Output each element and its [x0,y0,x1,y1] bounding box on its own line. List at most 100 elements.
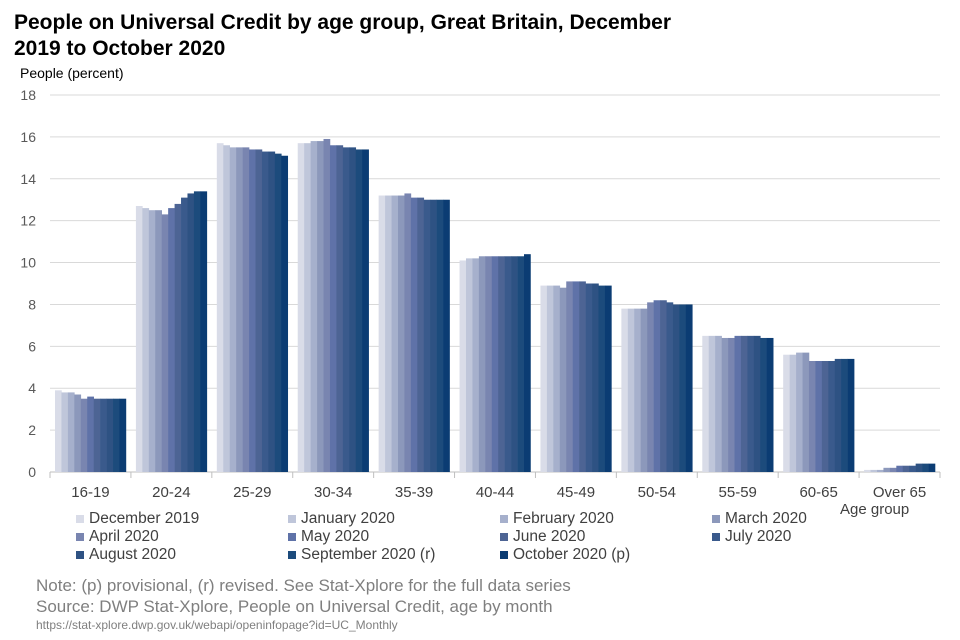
bar [634,308,642,472]
x-tick-label: 25-29 [233,484,271,501]
note-text: Note: (p) provisional, (r) revised. See … [36,576,571,595]
legend-swatch [712,533,720,541]
bar [397,195,405,473]
bar [67,392,75,472]
bar [815,360,823,472]
bar [847,358,855,472]
bar [753,335,761,472]
bar [922,463,929,472]
bar [504,256,512,472]
x-axis-label: Age group [840,501,910,518]
bar [592,283,599,472]
bar [261,151,269,473]
bar [391,195,399,473]
x-tick-label: Over 65 [873,484,926,501]
bar [323,138,331,472]
legend-swatch [288,515,296,523]
legend-item: December 2019 [76,510,288,528]
source-text: Source: DWP Stat-Xplore, People on Unive… [36,597,553,616]
bar [174,203,182,472]
legend-item: May 2020 [288,528,500,546]
bar [559,287,567,472]
bar [181,197,188,472]
bar [708,335,716,472]
bar [802,352,810,472]
bar [297,143,305,472]
bar [465,258,473,472]
bar [627,308,635,472]
bar [155,210,162,472]
bar [864,469,871,472]
bar [200,191,208,472]
bar [728,337,735,472]
y-tick-label: 6 [28,338,36,354]
bar [679,304,687,472]
bar [342,147,350,472]
bar [274,153,282,472]
source-url[interactable]: https://stat-xplore.dwp.gov.uk/webapi/op… [36,618,398,632]
bar [80,398,88,472]
bar [647,302,654,472]
bar [100,398,107,472]
legend-label: August 2020 [89,546,177,563]
bar [268,151,276,473]
x-tick-label: 30-34 [314,484,352,501]
legend-label: April 2020 [89,528,159,545]
bar [187,193,195,472]
bar [310,141,318,473]
bar [385,195,392,473]
x-tick-label: 45-49 [557,484,595,501]
x-tick-label: 20-24 [152,484,190,501]
legend-label: October 2020 (p) [513,546,631,563]
bar [362,149,369,472]
bar [604,285,612,472]
bar [511,256,518,472]
bar [572,281,580,472]
bar [459,260,467,472]
legend-swatch [712,515,720,523]
y-tick-label: 4 [28,380,36,396]
x-tick-label: 55-59 [719,484,757,501]
bar [760,337,768,472]
bar [783,354,790,472]
legend-item: February 2020 [500,510,712,528]
x-tick-label: 60-65 [799,484,837,501]
bar [410,197,418,472]
y-axis-label: People (percent) [20,65,124,81]
bar [242,147,250,472]
bar [834,358,842,472]
bar [349,147,357,472]
bar [889,467,897,472]
bar [249,149,256,472]
bar [740,335,748,472]
legend-swatch [500,515,508,523]
bar [734,335,742,472]
bar [621,308,629,472]
legend-swatch [288,533,296,541]
bar [135,206,143,472]
bar [229,147,237,472]
bar [223,145,231,472]
bar [640,308,648,472]
bar [579,281,586,472]
bar [915,463,923,472]
bar [896,465,904,472]
legend-label: September 2020 (r) [301,546,436,563]
x-tick-label: 50-54 [638,484,676,501]
legend-item: July 2020 [712,528,852,546]
bar [498,256,505,472]
bar [821,360,829,472]
bar [909,465,916,472]
legend-label: December 2019 [89,510,200,527]
legend-item: March 2020 [712,510,852,528]
legend-label: March 2020 [725,510,807,527]
bar [93,398,101,472]
bar [236,147,243,472]
bar [870,469,878,472]
bar [74,394,82,472]
bar [566,281,573,472]
bar [546,285,554,472]
bar [417,197,425,472]
bar [119,398,127,472]
